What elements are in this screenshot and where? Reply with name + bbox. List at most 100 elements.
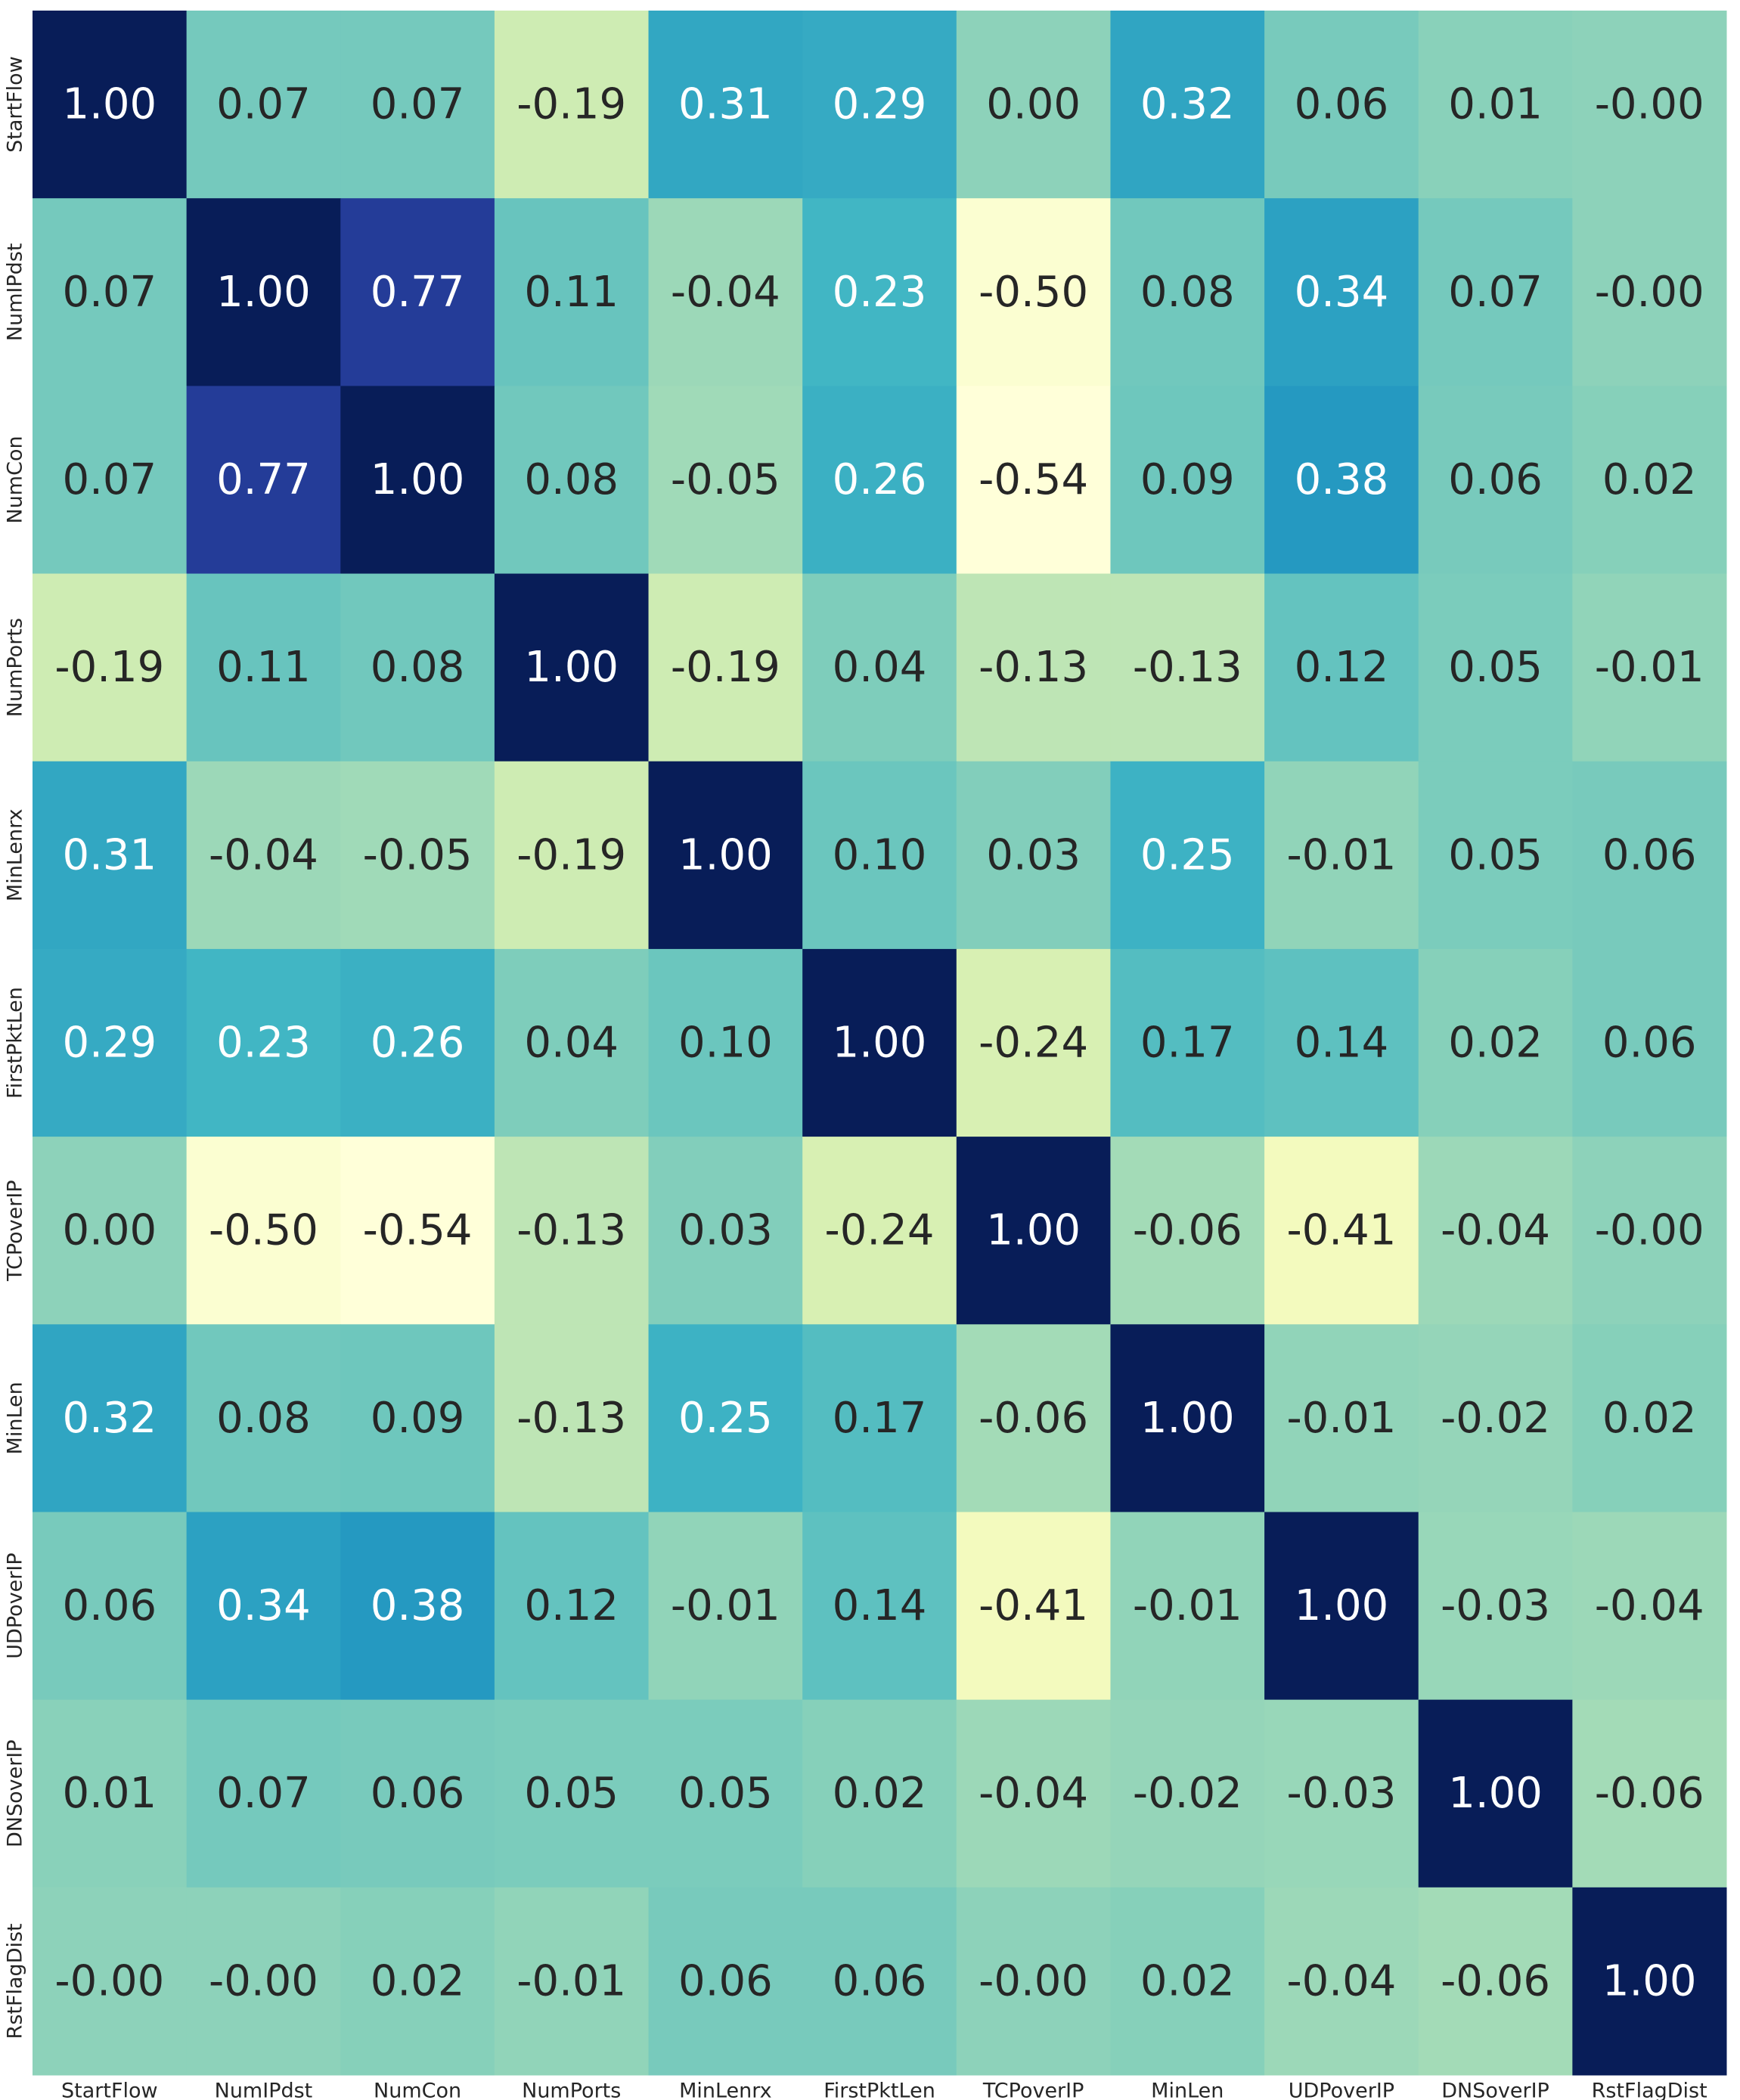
heatmap-cell: [186, 573, 341, 762]
heatmap-cell: [956, 948, 1111, 1137]
heatmap-cell: [1110, 1887, 1265, 2076]
heatmap-cell: [1418, 1699, 1573, 1888]
cell-label: 0.07: [216, 80, 311, 129]
heatmap-cell: [340, 1137, 495, 1325]
heatmap-cell: [648, 1324, 803, 1512]
heatmap-cell: [1264, 198, 1419, 386]
heatmap-cell: [802, 948, 957, 1137]
cell-label: 0.04: [524, 1019, 619, 1068]
cell-label: -0.50: [979, 268, 1088, 317]
heatmap-cell: [1110, 948, 1265, 1137]
heatmap-cell: [802, 1137, 957, 1325]
heatmap-cell: [33, 948, 188, 1137]
heatmap-cell: [1572, 386, 1727, 575]
cell-label: 0.06: [62, 1581, 157, 1630]
cell-label: 0.02: [371, 1956, 465, 2005]
heatmap-cell: [802, 1887, 957, 2076]
cell-label: -0.04: [209, 830, 318, 879]
cell-label: 0.10: [833, 830, 927, 879]
heatmap-cell: [33, 761, 188, 950]
cell-label: -0.06: [1595, 1769, 1704, 1818]
heatmap-cell: [33, 1324, 188, 1512]
heatmap-cell: [956, 1699, 1111, 1888]
cell-label: 0.07: [62, 268, 157, 317]
cell-label: 0.17: [1140, 1019, 1235, 1068]
cell-label: 0.31: [678, 80, 773, 129]
heatmap-cell: [802, 1324, 957, 1512]
cell-label: 0.17: [833, 1394, 927, 1443]
heatmap-cell: [1264, 11, 1419, 199]
heatmap-cell: [494, 948, 650, 1137]
heatmap-cell: [1418, 11, 1573, 199]
heatmap-cell: [494, 1699, 650, 1888]
x-tick-label: NumIPdst: [215, 2080, 313, 2100]
heatmap-cell: [1572, 1887, 1727, 2076]
cell-label: 0.04: [833, 643, 927, 692]
cell-label: 0.06: [678, 1956, 773, 2005]
cell-label: 0.34: [216, 1581, 311, 1630]
heatmap-cell: [1572, 11, 1727, 199]
cell-label: 0.06: [1295, 80, 1389, 129]
heatmap-cell: [1264, 1699, 1419, 1888]
heatmap-cell: [956, 573, 1111, 762]
heatmap-cell: [340, 1699, 495, 1888]
cell-label: 1.00: [678, 830, 773, 879]
cell-label: -0.50: [209, 1206, 318, 1255]
cell-label: -0.00: [1595, 1206, 1704, 1255]
heatmap-cell: [494, 573, 650, 762]
y-tick-label: TCPoverIP: [4, 1180, 27, 1282]
y-tick-label: UDPoverIP: [4, 1553, 27, 1658]
heatmap-cell: [1572, 573, 1727, 762]
cell-label: -0.03: [1441, 1581, 1550, 1630]
cell-label: -0.13: [516, 1394, 626, 1443]
heatmap-cell: [956, 1512, 1111, 1701]
y-tick-label: StartFlow: [4, 56, 27, 153]
cell-label: -0.00: [1595, 268, 1704, 317]
heatmap-cell: [33, 386, 188, 575]
y-tick-label: RstFlagDist: [4, 1923, 27, 2039]
heatmap-cell: [1264, 386, 1419, 575]
heatmap-cell: [648, 1699, 803, 1888]
cell-label: 0.01: [62, 1769, 157, 1818]
cell-label: 0.08: [216, 1394, 311, 1443]
heatmap-cell: [1264, 1324, 1419, 1512]
y-tick-label: MinLen: [4, 1382, 27, 1454]
heatmap-cell: [186, 1137, 341, 1325]
heatmap-cell: [186, 198, 341, 386]
cell-label: 0.09: [1140, 455, 1235, 504]
heatmap-cell: [802, 198, 957, 386]
heatmap-cell: [1572, 948, 1727, 1137]
cell-label: 0.08: [524, 455, 619, 504]
heatmap-cell: [956, 11, 1111, 199]
cell-label: -0.04: [1441, 1206, 1550, 1255]
heatmap-cell: [1572, 761, 1727, 950]
x-tick-label: UDPoverIP: [1289, 2080, 1394, 2100]
heatmap-cell: [1418, 386, 1573, 575]
heatmap-cell: [956, 1887, 1111, 2076]
heatmap-cell: [1264, 1512, 1419, 1701]
y-tick-label: NumCon: [4, 436, 27, 523]
x-tick-label: TCPoverIP: [982, 2080, 1084, 2100]
cell-label: -0.04: [671, 268, 780, 317]
heatmap-cell: [340, 198, 495, 386]
heatmap-cell: [340, 573, 495, 762]
heatmap-cell: [802, 386, 957, 575]
cell-label: 0.06: [371, 1769, 465, 1818]
cell-label: 0.31: [62, 830, 157, 879]
heatmap-cell: [186, 1887, 341, 2076]
heatmap-cell: [648, 1887, 803, 2076]
cell-label: 1.00: [371, 455, 465, 504]
heatmap-cell: [956, 198, 1111, 386]
cell-label: -0.19: [516, 80, 626, 129]
cell-label: 0.38: [1295, 455, 1389, 504]
cell-label: 0.10: [678, 1019, 773, 1068]
heatmap-cell: [494, 1512, 650, 1701]
heatmap-cell: [186, 1699, 341, 1888]
heatmap-cell: [648, 573, 803, 762]
cell-label: 0.02: [1140, 1956, 1235, 2005]
cell-label: 0.01: [1448, 80, 1543, 129]
heatmap-cell: [1418, 573, 1573, 762]
heatmap-cell: [802, 573, 957, 762]
cell-label: 0.08: [1140, 268, 1235, 317]
